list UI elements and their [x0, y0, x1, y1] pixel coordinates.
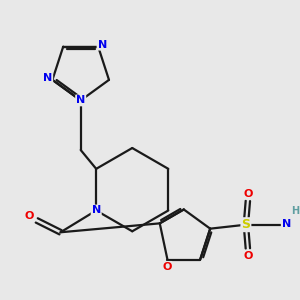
Text: O: O — [162, 262, 171, 272]
Text: N: N — [76, 95, 85, 105]
Text: O: O — [25, 212, 34, 221]
Text: O: O — [243, 250, 253, 261]
Text: S: S — [242, 218, 250, 231]
Text: N: N — [282, 218, 291, 229]
Text: N: N — [98, 40, 107, 50]
Text: N: N — [92, 206, 101, 215]
Text: O: O — [243, 189, 253, 199]
Text: N: N — [43, 73, 52, 83]
Text: H: H — [291, 206, 299, 216]
